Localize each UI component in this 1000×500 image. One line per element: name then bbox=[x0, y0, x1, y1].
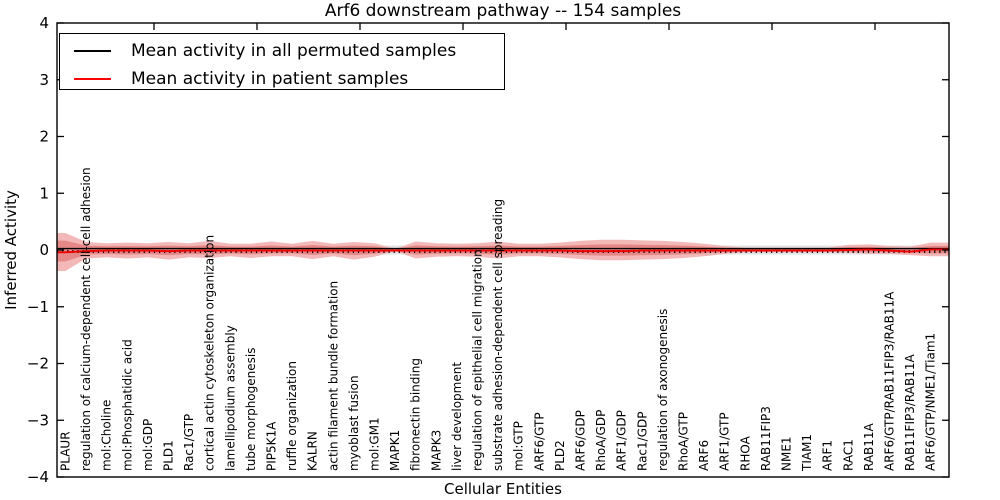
y-tick-label: 0 bbox=[39, 241, 49, 259]
y-axis-label: Inferred Activity bbox=[2, 190, 20, 310]
x-tick-label: RAB11FIP3/RAB11A bbox=[903, 354, 917, 471]
x-tick-label: ARF1/GTP bbox=[718, 412, 732, 471]
y-tick-label: −2 bbox=[27, 355, 49, 373]
x-tick-label: ARF6/GTP/RAB11FIP3/RAB11A bbox=[883, 291, 897, 471]
x-tick-label: mol:GDP bbox=[141, 419, 155, 471]
x-tick-label: actin filament bundle formation bbox=[326, 281, 340, 471]
x-tick-label: PLAUR bbox=[59, 431, 73, 471]
x-tick-label: myoblast fusion bbox=[347, 375, 361, 471]
x-tick-label: ARF1/GDP bbox=[615, 410, 629, 471]
x-tick-label: ruffle organization bbox=[285, 361, 299, 471]
x-tick-label: RAB11FIP3 bbox=[759, 406, 773, 471]
x-tick-label: KALRN bbox=[306, 431, 320, 471]
x-tick-label: NME1 bbox=[780, 436, 794, 471]
legend: Mean activity in all permuted samples Me… bbox=[59, 33, 505, 90]
x-tick-label: RhoA/GDP bbox=[594, 410, 608, 471]
y-tick-label: 2 bbox=[39, 128, 49, 146]
x-tick-label: regulation of calcium-dependent cell-cel… bbox=[79, 167, 93, 471]
y-tick-label: 1 bbox=[39, 184, 49, 202]
x-tick-label: RAC1 bbox=[841, 439, 855, 471]
x-tick-label: ARF6/GTP bbox=[532, 412, 546, 471]
x-axis-label: Cellular Entities bbox=[444, 480, 562, 498]
x-tick-label: TIAM1 bbox=[800, 434, 814, 472]
legend-item-patient: Mean activity in patient samples bbox=[60, 65, 504, 93]
permuted-line-swatch bbox=[74, 50, 111, 52]
patient-mean-line bbox=[57, 248, 949, 254]
legend-label-patient: Mean activity in patient samples bbox=[131, 69, 409, 89]
x-tick-label: ARF6/GTP/NME1/Tiam1 bbox=[924, 333, 938, 471]
y-tick-label: −4 bbox=[27, 468, 49, 486]
x-tick-label: PLD2 bbox=[553, 440, 567, 471]
x-tick-label: lamellipodium assembly bbox=[223, 325, 237, 471]
y-tick-label: −1 bbox=[27, 298, 49, 316]
x-tick-label: RhoA/GTP bbox=[677, 412, 691, 471]
x-tick-label: mol:Phosphatidic acid bbox=[120, 339, 134, 471]
x-tick-label: substrate adhesion-dependent cell spread… bbox=[491, 199, 505, 471]
patient-line-swatch bbox=[74, 78, 111, 80]
x-tick-label: regulation of axonogenesis bbox=[656, 309, 670, 471]
x-tick-label: mol:GTP bbox=[512, 421, 526, 471]
x-tick-label: RAB11A bbox=[862, 422, 876, 471]
legend-item-permuted: Mean activity in all permuted samples bbox=[60, 37, 504, 65]
x-tick-label: regulation of epithelial cell migration bbox=[471, 249, 485, 471]
y-tick-label: 4 bbox=[39, 14, 49, 32]
x-tick-label: fibronectin binding bbox=[409, 358, 423, 471]
x-tick-label: liver development bbox=[450, 362, 464, 471]
y-tick-label: 3 bbox=[39, 71, 49, 89]
legend-label-permuted: Mean activity in all permuted samples bbox=[131, 41, 457, 61]
x-tick-label: Rac1/GDP bbox=[635, 412, 649, 471]
x-tick-label: mol:Choline bbox=[100, 400, 114, 471]
x-tick-label: MAPK1 bbox=[388, 430, 402, 471]
x-tick-label: cortical actin cytoskeleton organization bbox=[203, 235, 217, 471]
x-tick-label: ARF1 bbox=[821, 440, 835, 471]
chart-title: Arf6 downstream pathway -- 154 samples bbox=[324, 1, 682, 21]
x-tick-label: ARF6 bbox=[697, 440, 711, 471]
x-tick-label: ARF6/GDP bbox=[574, 410, 588, 471]
y-tick-label: −3 bbox=[27, 411, 49, 429]
x-tick-label: RHOA bbox=[738, 435, 752, 471]
x-tick-label: mol:GM1 bbox=[368, 417, 382, 471]
x-tick-label: PLD1 bbox=[162, 440, 176, 471]
x-tick-label: Rac1/GTP bbox=[182, 414, 196, 471]
x-tick-label: PIP5K1A bbox=[265, 421, 279, 471]
x-tick-label: MAPK3 bbox=[429, 430, 443, 471]
x-tick-label: tube morphogenesis bbox=[244, 348, 258, 471]
